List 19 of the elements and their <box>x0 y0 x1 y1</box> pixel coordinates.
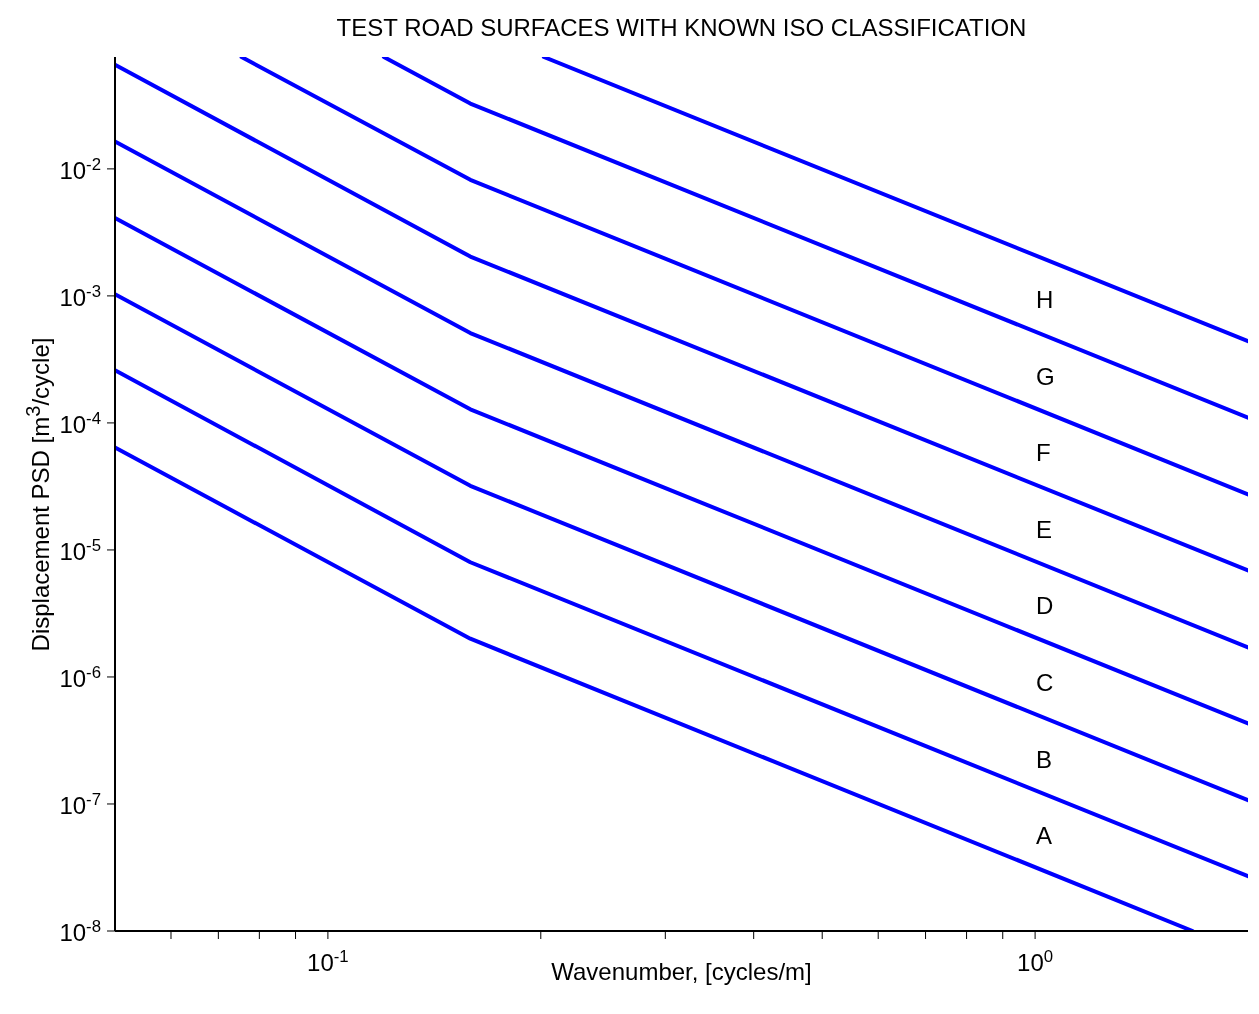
y-tick-label: 10$^{-5}$ <box>59 535 101 565</box>
annotation: C <box>1036 669 1054 696</box>
chart-title: TEST ROAD SURFACES WITH KNOWN ISO CLASSIFICATION <box>335 14 1028 42</box>
y-tick-label: 10$^{-2}$ <box>59 154 101 184</box>
y-tick-label: 10$^{-4}$ <box>59 408 101 438</box>
annotation: B <box>1036 745 1053 773</box>
x-axis-title: Wavenumber, [cycles/m] <box>551 958 812 985</box>
y-tick-label: 10$^{-8}$ <box>59 916 101 946</box>
annotation: A <box>1036 822 1053 850</box>
annotation: H <box>1036 286 1054 313</box>
y-tick-label: 10$^{-7}$ <box>59 789 101 819</box>
x-tick-label: 10$^{-1}$ <box>307 946 349 976</box>
y-tick-label: 10$^{-3}$ <box>59 281 101 311</box>
annotation: E <box>1036 515 1053 543</box>
y-tick-label: 10$^{-6}$ <box>59 662 101 692</box>
annotation: F <box>1036 439 1051 467</box>
annotation: D <box>1036 592 1054 620</box>
x-tick-label: 10$^{0}$ <box>1017 946 1054 976</box>
annotation: G <box>1036 362 1055 390</box>
